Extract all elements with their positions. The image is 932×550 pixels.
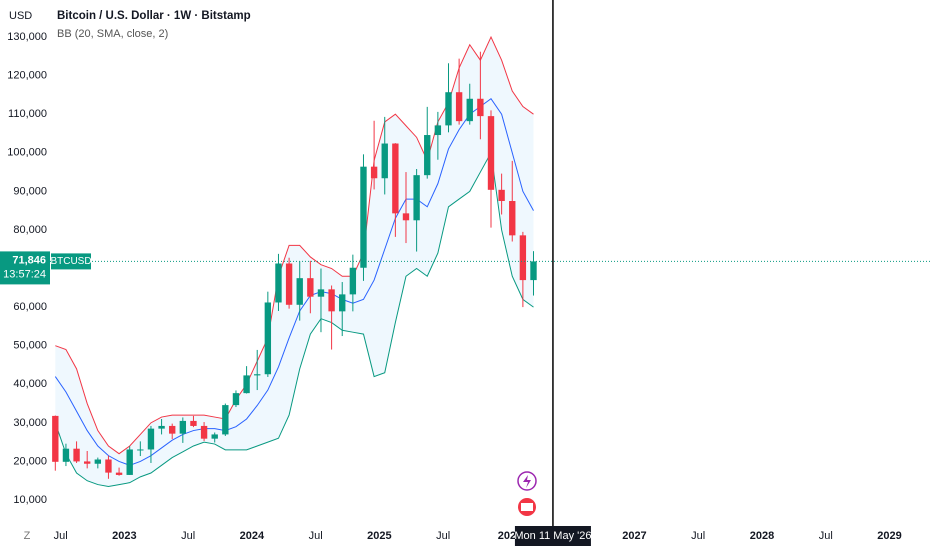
y-tick-label: 100,000 xyxy=(7,147,47,159)
candle-body xyxy=(126,449,133,475)
y-tick-label: 20,000 xyxy=(13,455,47,467)
candle-body xyxy=(179,420,187,434)
event-icon-glyph xyxy=(523,475,531,488)
candle-body xyxy=(222,405,229,435)
candle-body xyxy=(296,278,303,305)
candle-body xyxy=(402,213,410,221)
candle-body xyxy=(105,459,112,473)
candle-body xyxy=(275,263,282,303)
candle-body xyxy=(360,166,367,268)
x-tick-label: 2027 xyxy=(622,530,646,542)
currency-label: USD xyxy=(9,10,32,22)
event-icon-glyph xyxy=(521,503,533,511)
y-tick-label: 110,000 xyxy=(8,108,47,120)
x-tick-label: Jul xyxy=(54,530,68,542)
symbol-label-box xyxy=(51,253,91,270)
candle-body xyxy=(339,294,346,312)
candle-body xyxy=(84,461,91,464)
indicator-label: BB (20, SMA, close, 2) xyxy=(57,28,168,40)
candle-body xyxy=(455,92,463,122)
candle-body xyxy=(434,125,442,136)
y-tick-label: 60,000 xyxy=(13,301,47,313)
countdown: 13:57:24 xyxy=(3,268,46,280)
price-label: 71,846 xyxy=(12,254,46,266)
y-tick-label: 130,000 xyxy=(7,31,47,43)
candle-body xyxy=(254,374,261,376)
band-middle xyxy=(54,98,534,466)
candle-body xyxy=(211,434,218,439)
candle-body xyxy=(349,267,357,295)
band-fill xyxy=(55,37,534,487)
x-tick-label: Jul xyxy=(819,530,833,542)
candle-body xyxy=(498,189,505,202)
candle-body xyxy=(115,472,123,475)
x-tick-label: 2023 xyxy=(112,530,136,542)
candle-body xyxy=(477,98,484,117)
candle-body xyxy=(424,135,431,176)
timezone-button[interactable]: Z xyxy=(24,530,31,542)
crosshair-label-box xyxy=(514,526,591,546)
candle-body xyxy=(317,289,325,297)
x-tick-label: 2025 xyxy=(367,530,391,542)
y-tick-label: 120,000 xyxy=(7,70,47,82)
price-label-box xyxy=(0,251,50,285)
candle-body xyxy=(509,201,516,236)
x-tick-label: 2028 xyxy=(750,530,774,542)
candle-body xyxy=(137,449,144,451)
candle-body xyxy=(381,143,388,179)
candle-body xyxy=(530,261,537,281)
candle-body xyxy=(285,263,293,305)
candle-body xyxy=(73,448,80,462)
x-tick-label: Jul xyxy=(309,530,323,542)
candle-body xyxy=(62,448,70,462)
y-tick-label: 30,000 xyxy=(13,417,47,429)
y-tick-label: 50,000 xyxy=(13,340,47,352)
candle-body xyxy=(392,143,399,214)
candle-body xyxy=(370,166,378,179)
candle-body xyxy=(200,425,208,439)
band-lower xyxy=(54,151,534,488)
y-tick-label: 40,000 xyxy=(13,378,47,390)
band-upper xyxy=(55,35,534,455)
candle-body xyxy=(52,415,59,462)
candle-body xyxy=(264,302,272,375)
chart-title: Bitcoin / U.S. Dollar · 1W · Bitstamp xyxy=(57,10,251,22)
candle-body xyxy=(307,278,314,297)
x-tick-label: Jul xyxy=(436,530,450,542)
candle-body xyxy=(328,289,335,312)
x-tick-label: 2024 xyxy=(240,530,265,542)
candle-body xyxy=(94,459,102,464)
event-icons[interactable] xyxy=(517,471,537,516)
candle-body xyxy=(413,175,420,221)
symbol-label: BTCUSD xyxy=(50,256,91,267)
x-tick-label: Jul xyxy=(181,530,195,542)
candle-body xyxy=(519,235,527,281)
y-tick-label: 90,000 xyxy=(13,185,47,197)
plot-area xyxy=(52,35,537,488)
x-tick-label: 202 xyxy=(498,530,516,542)
x-tick-label: Jul xyxy=(691,530,705,542)
y-tick-label: 80,000 xyxy=(13,224,47,236)
candle-body xyxy=(243,375,250,394)
candle-body xyxy=(147,428,155,450)
crosshair-label: Mon 11 May '26 xyxy=(514,530,591,542)
x-tick-label: 2029 xyxy=(877,530,901,542)
candle-body xyxy=(190,420,197,426)
candle-body xyxy=(487,116,495,190)
candle-body xyxy=(466,98,473,122)
y-tick-label: 10,000 xyxy=(13,494,47,506)
candle-body xyxy=(158,425,165,429)
candle-body xyxy=(445,92,452,126)
candle-body xyxy=(232,393,240,406)
candle-body xyxy=(169,425,176,434)
